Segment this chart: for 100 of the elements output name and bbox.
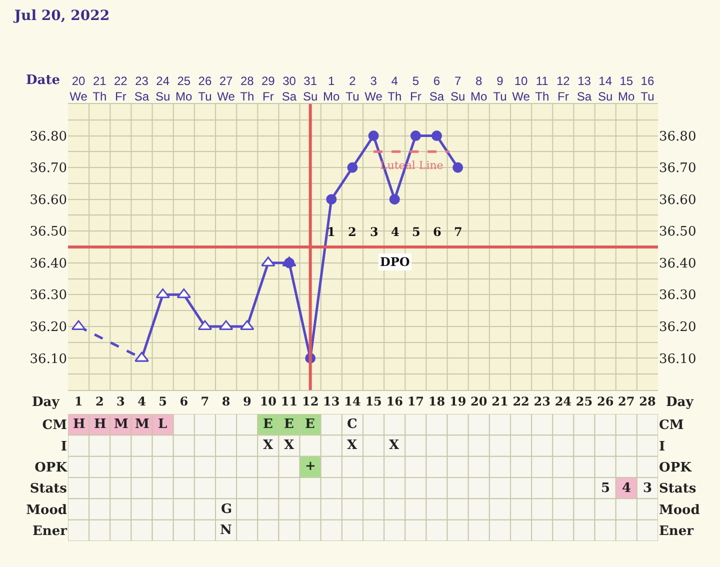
x2-tick-label: 26 Tu xyxy=(198,74,212,104)
x-tick-label: 26 xyxy=(596,394,614,408)
text: H xyxy=(73,417,86,432)
y2-tick-label: CM xyxy=(659,418,684,434)
text: E xyxy=(284,417,294,432)
y2-tick-label: 36.30 xyxy=(659,288,696,304)
annotation: 1 xyxy=(327,225,336,239)
y2-tick-label: 36.20 xyxy=(659,320,696,335)
text: E xyxy=(263,417,273,432)
text: 5 xyxy=(601,481,610,496)
x2-tick-label: 16 Tu xyxy=(640,74,654,104)
x-tick-label: 18 xyxy=(428,394,446,408)
x2-tick-label: 5 Fr xyxy=(410,74,422,104)
y-tick-label: 36.20 xyxy=(30,320,67,335)
x2-tick-label: 13 Sa xyxy=(576,74,592,104)
y-tick-label: 36.30 xyxy=(30,288,67,304)
x2-tick-label: 2 Tu xyxy=(346,74,360,104)
y-tick-label: I xyxy=(60,439,67,454)
annotation: 4 xyxy=(391,225,400,239)
y2-tick-label: Ener xyxy=(659,524,694,539)
x-tick-label: 9 xyxy=(242,394,252,408)
x-tick-label: 13 xyxy=(323,394,340,408)
y-tick-label: 36.60 xyxy=(30,192,67,208)
annotation: 7 xyxy=(454,225,462,239)
x2-tick-label: 12 Fr xyxy=(556,74,570,104)
x-tick-label: 14 xyxy=(344,394,361,408)
x2-tick-label: 29 Fr xyxy=(262,74,276,104)
x2-tick-label: 11 Th xyxy=(535,74,550,104)
x-tick-label: 28 xyxy=(639,394,656,408)
y2-tick-label: Mood xyxy=(659,502,700,518)
x-tick-label: 15 xyxy=(365,394,382,408)
x2-tick-label: 31 Su xyxy=(302,74,318,104)
x2-tick-label: 1 Mo xyxy=(323,74,340,104)
x2-tick-label: 9 Tu xyxy=(493,74,507,104)
y2-tick-label: 36.70 xyxy=(659,161,696,176)
y-tick-label: 36.50 xyxy=(30,224,67,240)
x2-tick-label: 4 Th xyxy=(388,74,402,104)
x-tick-label: 19 xyxy=(449,394,466,408)
y-tick-label: Ener xyxy=(32,524,68,539)
y2-tick-label: Stats xyxy=(659,482,696,497)
x2-tick-label: 27 We xyxy=(217,74,236,104)
annotation: 5 xyxy=(412,225,420,239)
text: H xyxy=(94,417,106,432)
x2-tick-label: 23 Sa xyxy=(134,74,150,104)
y2-tick-label: 36.10 xyxy=(659,352,696,367)
text: L xyxy=(158,417,168,432)
y-tick-label: 36.10 xyxy=(30,352,67,367)
x2-tick-label: 20 We xyxy=(70,74,88,104)
y-tick-label: Stats xyxy=(30,482,67,497)
x2-tick-label: 25 Mo xyxy=(176,74,193,104)
x-tick-label: 25 xyxy=(576,394,593,408)
y2-tick-label: OPK xyxy=(659,460,692,476)
text: 3 xyxy=(643,481,652,496)
annotation: 6 xyxy=(433,225,442,239)
y-tick-label: CM xyxy=(42,418,67,434)
x2-tick-label: 6 Sa xyxy=(429,74,444,104)
text: C xyxy=(347,417,358,432)
text: + xyxy=(305,459,316,474)
y-tick-label: 36.40 xyxy=(30,256,67,272)
x2-tick-label: 28 Th xyxy=(240,74,254,104)
x-tick-label: 23 xyxy=(534,394,550,408)
x-tick-label: 20 xyxy=(470,394,488,408)
text: Day xyxy=(32,395,60,410)
x-tick-label: 5 xyxy=(158,394,167,408)
x2-tick-label: 10 We xyxy=(512,74,530,104)
x-tick-label: 4 xyxy=(138,394,146,408)
text: G xyxy=(221,502,232,517)
x-tick-label: 16 xyxy=(386,394,403,408)
x-tick-label: 7 xyxy=(200,394,210,408)
text: X xyxy=(347,438,358,453)
x-tick-label: 2 xyxy=(95,394,104,408)
text: X xyxy=(284,438,294,453)
x2-tick-label: 14 Su xyxy=(598,74,613,104)
text: X xyxy=(263,438,274,453)
x-tick-label: 1 xyxy=(74,394,83,408)
x2-tick-label: 8 Mo xyxy=(470,74,488,104)
annotation: DPO xyxy=(380,255,410,269)
text: M xyxy=(114,417,128,432)
y-tick-label: 36.70 xyxy=(30,161,67,176)
x-tick-label: 11 xyxy=(280,394,298,408)
y2-tick-label: 36.80 xyxy=(659,129,696,144)
x-axis-title: Day xyxy=(666,395,694,410)
text: X xyxy=(389,438,400,453)
x2-tick-label: 21 Th xyxy=(92,74,107,104)
text: E xyxy=(305,417,315,432)
x-tick-label: 3 xyxy=(116,394,125,408)
y2-tick-label: 36.50 xyxy=(659,224,696,240)
x2-tick-label: 30 Sa xyxy=(282,74,297,104)
x-tick-label: 24 xyxy=(554,394,572,408)
x2-tick-label: 7 Su xyxy=(450,74,466,104)
x2-axis-title: Date xyxy=(26,73,60,88)
x-tick-label: 12 xyxy=(302,394,319,408)
text: N xyxy=(220,523,232,538)
y2-tick-label: I xyxy=(659,439,666,454)
chart-title: Jul 20, 2022 xyxy=(12,8,110,24)
x2-tick-label: 3 We xyxy=(364,74,383,104)
x-tick-label: 6 xyxy=(180,394,188,408)
y2-tick-label: 36.60 xyxy=(659,192,696,208)
y2-tick-label: 36.40 xyxy=(659,256,696,272)
y-tick-label: OPK xyxy=(34,460,68,476)
